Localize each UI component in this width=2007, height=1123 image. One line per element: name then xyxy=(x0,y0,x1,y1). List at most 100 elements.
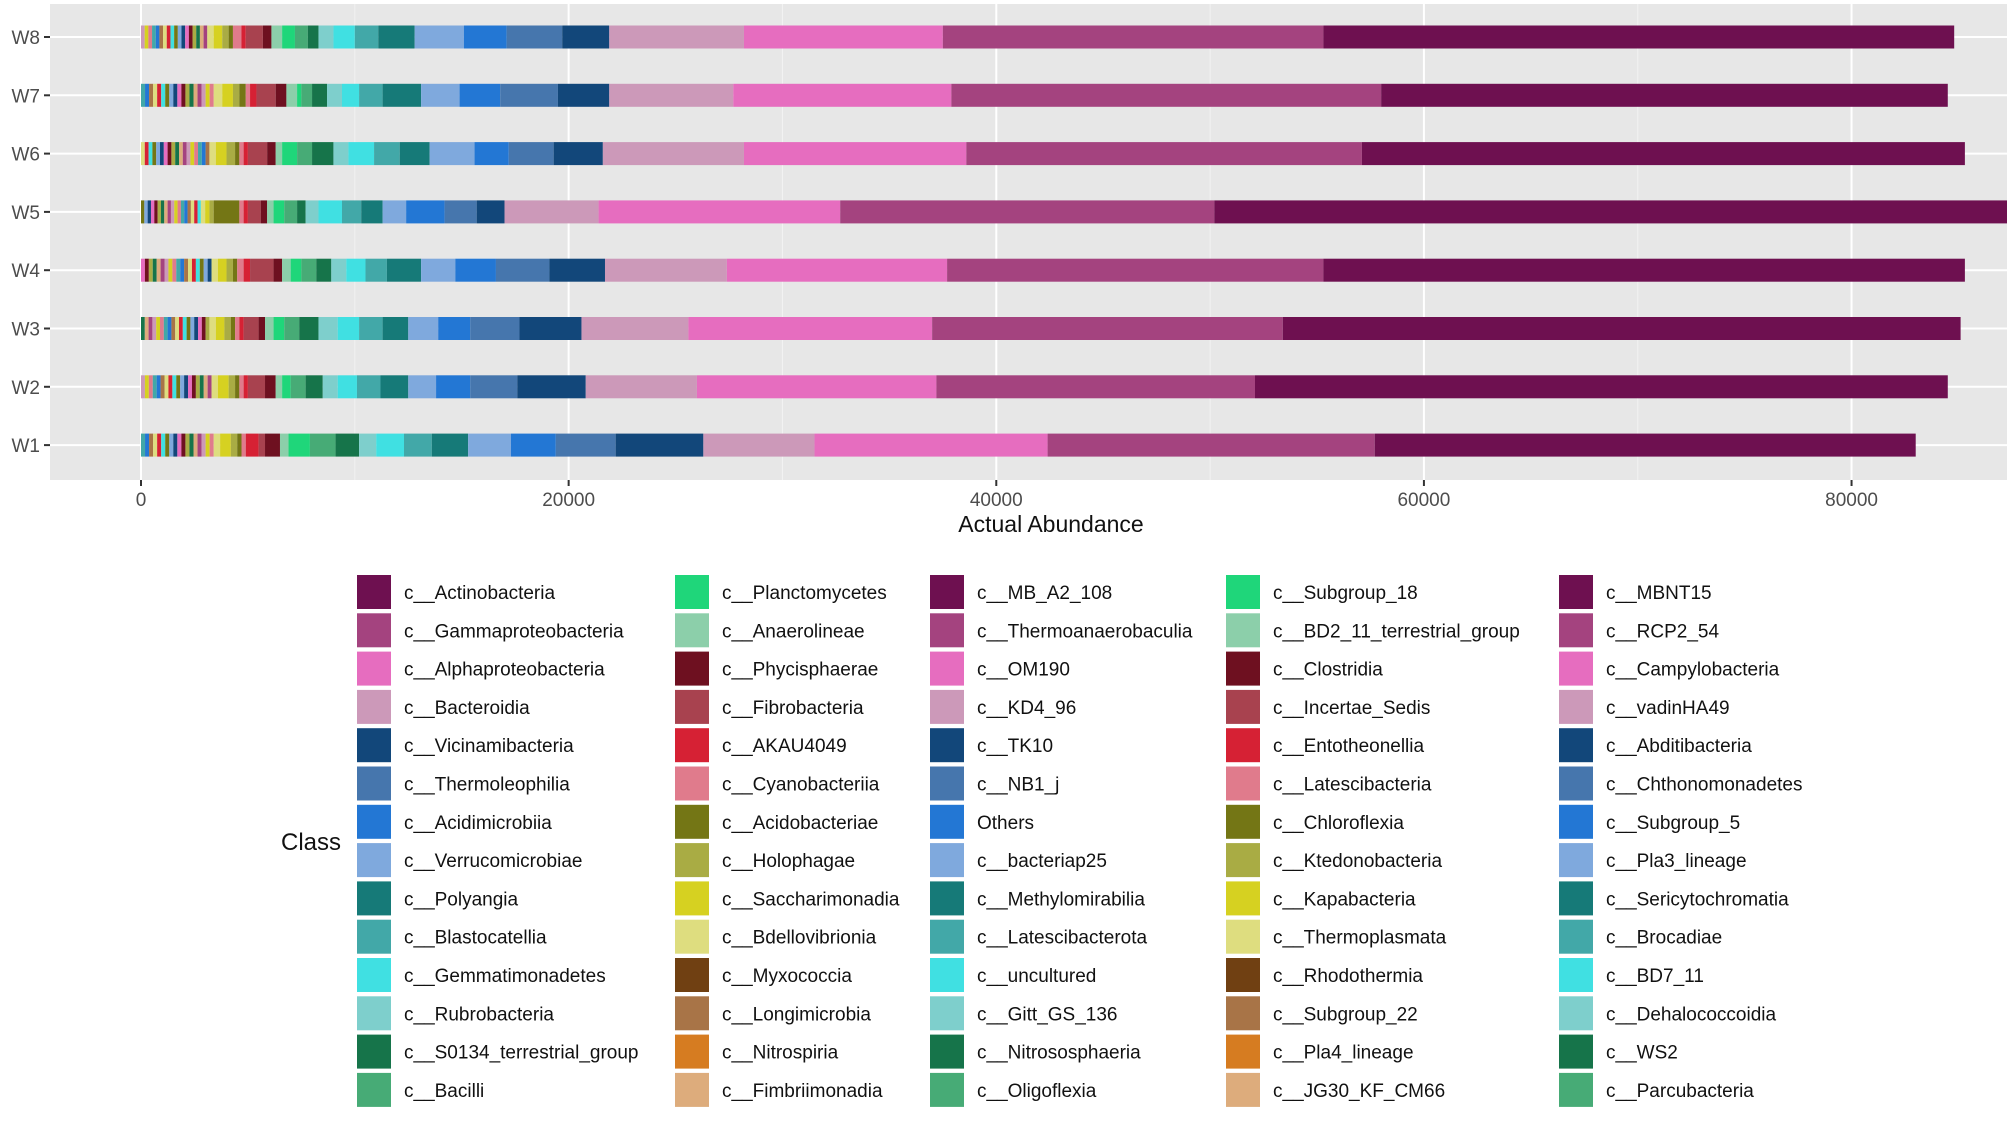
bar-segment xyxy=(250,83,257,107)
legend-swatch xyxy=(675,843,709,878)
legend-swatch xyxy=(1226,1034,1260,1069)
bar-segment xyxy=(312,83,328,107)
bar-segment-minor xyxy=(205,142,210,166)
legend-swatch xyxy=(1559,689,1593,724)
bar-segment xyxy=(265,317,274,340)
bar-segment xyxy=(414,25,464,49)
bar-segment-minor xyxy=(181,25,186,49)
bar-segment-minor xyxy=(170,200,175,224)
bar-segment xyxy=(354,25,379,49)
bar-segment-minor xyxy=(150,200,155,224)
legend-swatch xyxy=(1559,996,1593,1031)
legend-label: c__Planctomycetes xyxy=(722,583,887,604)
bar-segment-minor xyxy=(164,375,169,399)
legend-item: c__Bdellovibrionia xyxy=(675,919,877,954)
bar-segment xyxy=(932,317,1283,340)
bar-segment xyxy=(237,258,244,282)
legend-label: c__Sericytochromatia xyxy=(1606,889,1789,910)
bar-segment xyxy=(421,258,456,282)
legend-swatch xyxy=(930,651,964,686)
legend-label: c__BD2_11_terrestrial_group xyxy=(1273,621,1520,642)
bar-segment-minor xyxy=(160,375,165,399)
legend-swatch xyxy=(1559,958,1593,992)
bars xyxy=(141,25,2007,457)
bar-segment xyxy=(286,83,298,107)
legend-swatch xyxy=(1226,728,1260,763)
bar-segment xyxy=(288,433,310,457)
bar-segment-minor xyxy=(201,83,206,107)
bar-segment-minor xyxy=(152,25,156,49)
legend-label: c__Gitt_GS_136 xyxy=(977,1004,1117,1025)
legend-item: c__Kapabacteria xyxy=(1226,881,1416,916)
legend-swatch xyxy=(930,881,964,916)
bar-segment-minor xyxy=(209,433,214,457)
bar-segment xyxy=(942,25,1324,49)
legend-swatch xyxy=(1226,689,1260,724)
bar-segment xyxy=(399,142,430,166)
legend-item: c__Subgroup_22 xyxy=(1226,996,1418,1031)
y-tick-label: W7 xyxy=(12,86,41,107)
bar-segment xyxy=(205,200,210,224)
y-tick-label: W1 xyxy=(12,436,41,457)
legend-swatch xyxy=(1226,881,1260,916)
bar-segment-minor xyxy=(203,375,208,399)
legend-swatch xyxy=(1226,613,1260,648)
bar-segment xyxy=(444,200,477,224)
bar-segment xyxy=(341,200,362,224)
legend-label: c__Saccharimonadia xyxy=(722,889,900,910)
legend-label: c__JG30_KF_CM66 xyxy=(1273,1081,1445,1102)
bar-segment xyxy=(327,83,342,107)
bar-segment xyxy=(258,317,266,340)
bar-segment-minor xyxy=(205,83,210,107)
bar-segment xyxy=(224,317,231,340)
legend-swatch xyxy=(1226,575,1260,609)
bar-segment xyxy=(947,258,1324,282)
bar-segment xyxy=(604,258,727,282)
legend-item: c__Bacilli xyxy=(357,1072,484,1107)
bar-segment xyxy=(299,317,319,340)
bar-segment xyxy=(359,83,383,107)
legend-item: c__Ktedonobacteria xyxy=(1226,843,1442,878)
bar-segment-minor xyxy=(163,317,168,340)
bar-segment xyxy=(743,25,943,49)
bar-segment-minor xyxy=(201,433,206,457)
legend-swatch xyxy=(930,728,964,763)
bar-segment-minor xyxy=(174,200,178,224)
bar-segment xyxy=(376,433,404,457)
legend-label: c__Brocadiae xyxy=(1606,928,1722,949)
legend-label: c__Parcubacteria xyxy=(1606,1081,1754,1102)
bar-segment xyxy=(615,433,704,457)
bar-segment xyxy=(431,433,469,457)
legend-label: c__Fibrobacteria xyxy=(722,698,864,719)
bar-segment xyxy=(517,375,586,399)
bar-segment-minor xyxy=(177,433,182,457)
bar-segment xyxy=(256,83,276,107)
legend-label: c__Nitrospiria xyxy=(722,1043,839,1064)
bar-segment-minor xyxy=(179,142,183,166)
bar-segment-minor xyxy=(198,142,202,166)
legend-label: c__RCP2_54 xyxy=(1606,621,1719,642)
bar-segment-minor xyxy=(198,317,202,340)
legend-item: c__Fibrobacteria xyxy=(675,689,864,724)
bar-segment xyxy=(359,433,377,457)
bar-segment-minor xyxy=(184,258,189,282)
bar-segment-minor xyxy=(181,433,186,457)
y-tick-label: W5 xyxy=(12,203,41,224)
legend-item: c__Verrucomicrobiae xyxy=(357,843,582,878)
bar-segment-minor xyxy=(141,375,145,399)
legend-swatch xyxy=(1559,728,1593,763)
bar-segment-minor xyxy=(193,83,198,107)
bar-segment-minor xyxy=(172,375,177,399)
legend-label: c__Chloroflexia xyxy=(1273,813,1404,834)
legend-item: c__Clostridia xyxy=(1226,651,1383,686)
bar-segment-minor xyxy=(169,433,174,457)
bar-segment xyxy=(243,200,248,224)
bar-segment-minor xyxy=(194,200,198,224)
bar-segment xyxy=(273,200,285,224)
bar-segment xyxy=(598,200,841,224)
legend-swatch xyxy=(675,919,709,954)
legend-swatch xyxy=(930,843,964,878)
legend-swatch xyxy=(930,766,964,801)
legend-swatch xyxy=(1559,804,1593,839)
bar-segment xyxy=(382,83,422,107)
